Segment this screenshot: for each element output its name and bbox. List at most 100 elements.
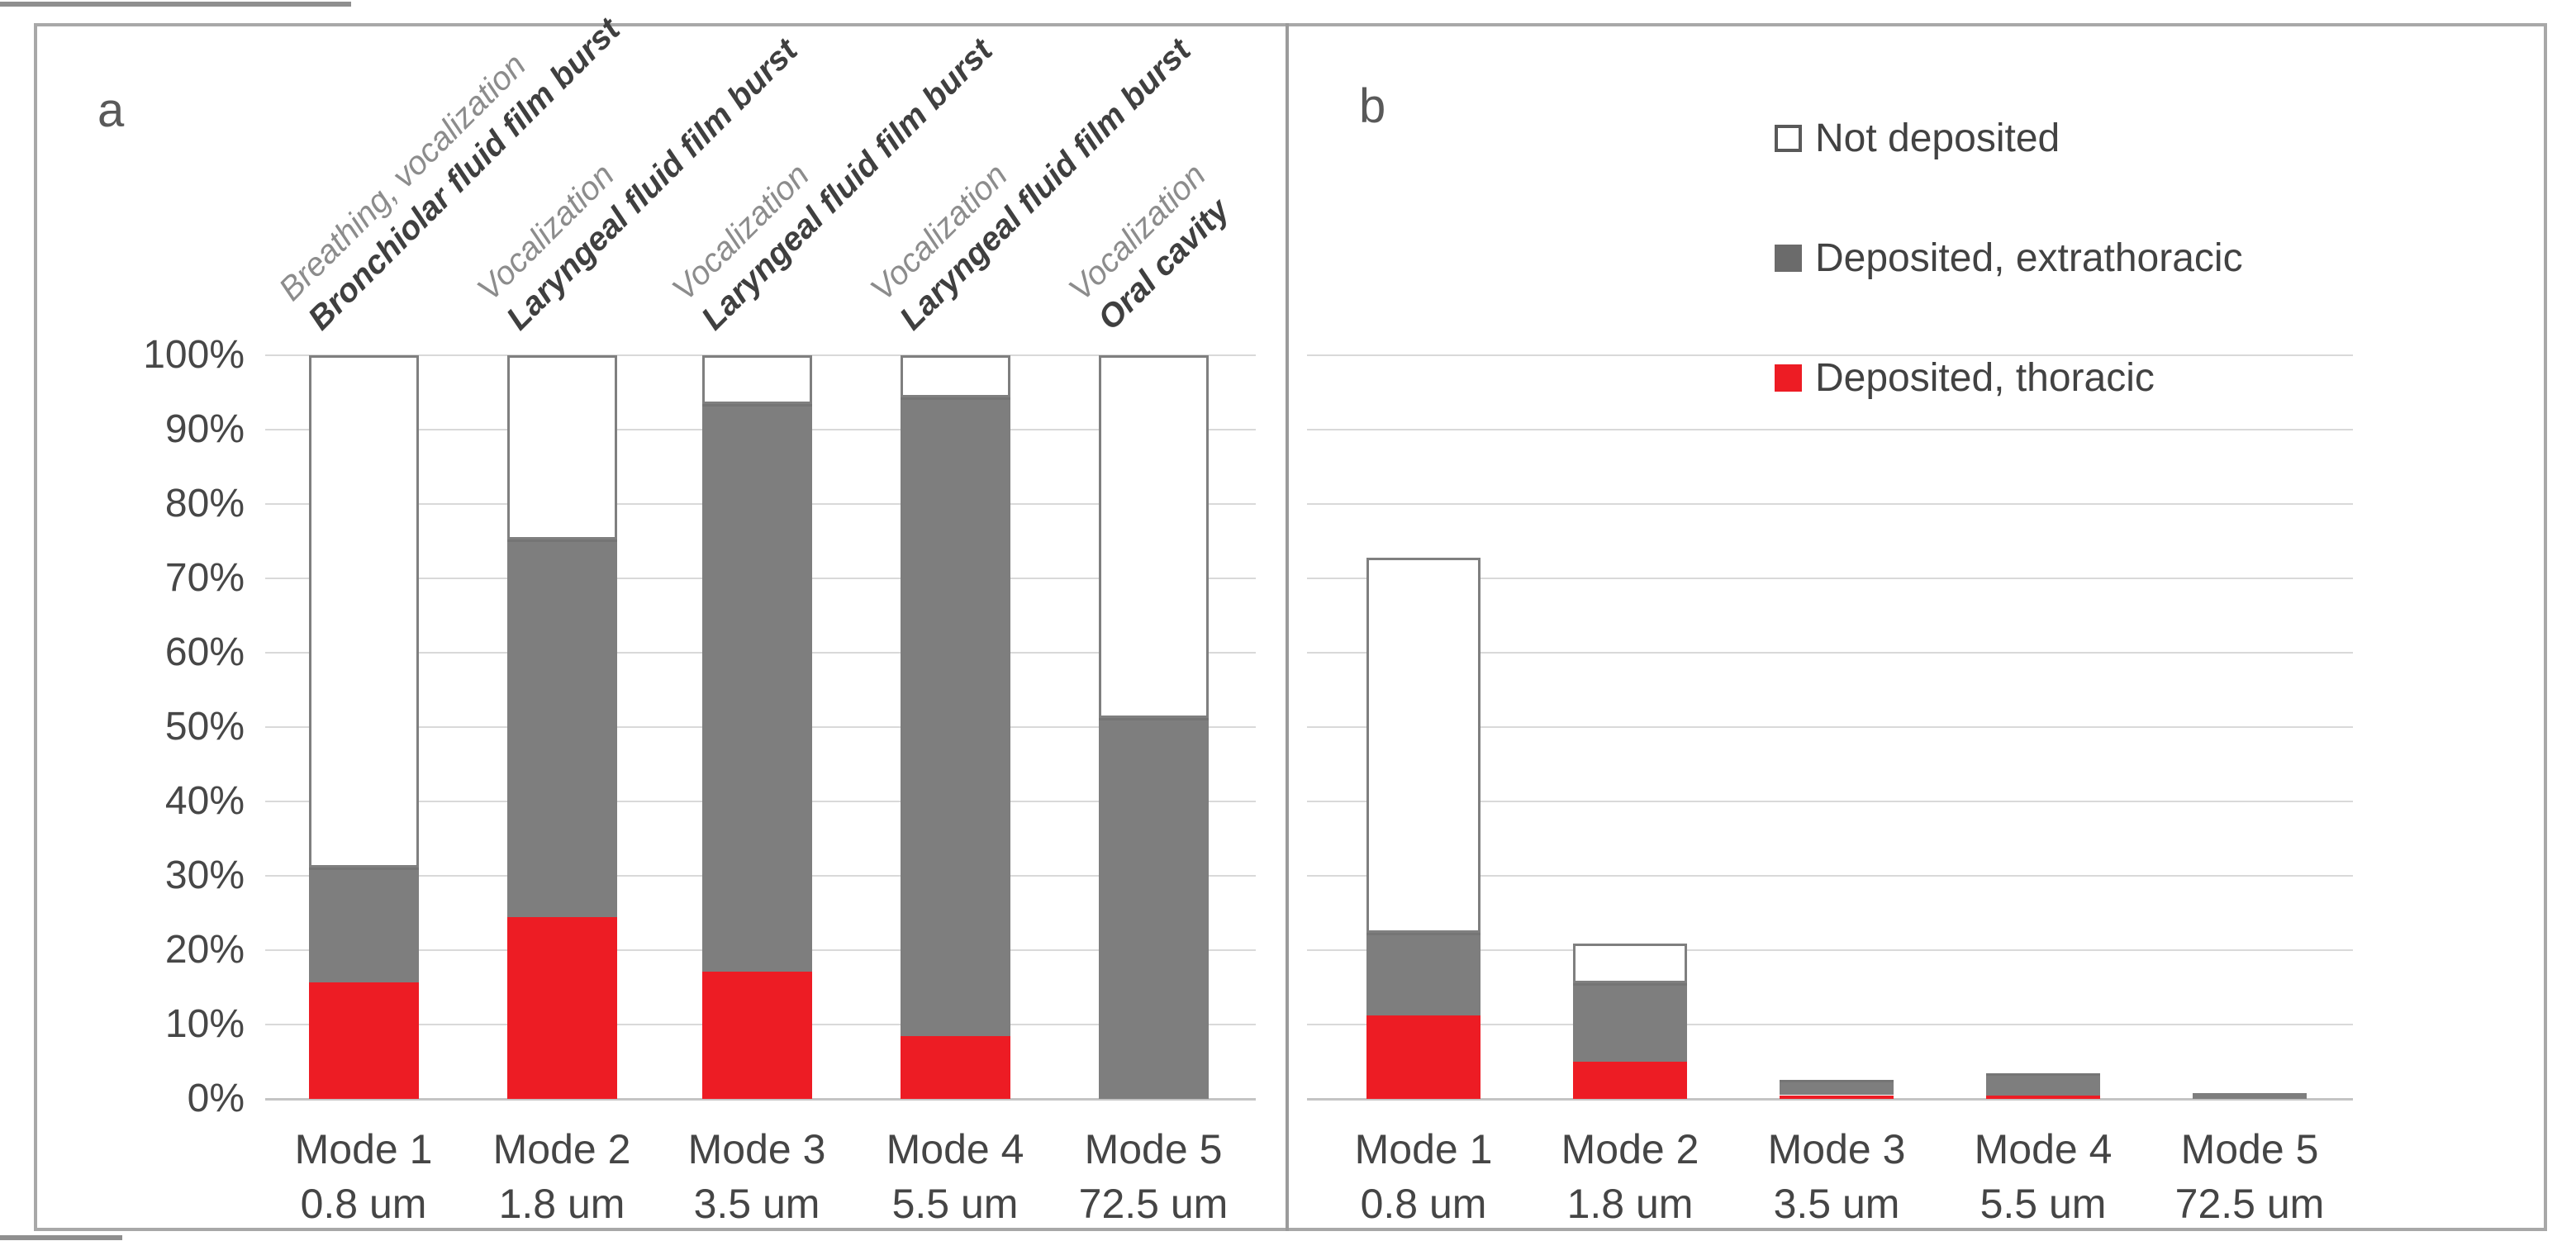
bar-segment-b-mode2-not-deposited	[1573, 943, 1687, 983]
gridline-100pct	[1307, 354, 2353, 356]
bar-segment-a-mode5-deposited-extrathoracic	[1098, 718, 1209, 1099]
category-label-mode: Mode 3	[687, 1126, 826, 1172]
bar-segment-top-edge	[506, 540, 617, 543]
category-label-a-1: Mode 1 0.8 um	[295, 1122, 433, 1231]
category-label-b-2: Mode 2 1.8 um	[1561, 1122, 1699, 1231]
bar-segment-a-mode4-not-deposited	[900, 355, 1010, 398]
legend-swatch-white-icon	[1775, 125, 1802, 152]
bar-segment-a-mode2-deposited-thoracic	[506, 917, 617, 1099]
bar-segment-b-mode1-deposited-thoracic	[1366, 1015, 1480, 1099]
bar-segment-a-mode2-not-deposited	[506, 355, 617, 540]
category-label-mode: Mode 2	[492, 1126, 631, 1172]
bar-segment-a-mode5-not-deposited	[1098, 355, 1209, 719]
bottom-edge-artifact	[0, 1235, 122, 1240]
bar-segment-b-mode3-deposited-thoracic	[1780, 1095, 1894, 1099]
category-label-a-3: Mode 3 3.5 um	[688, 1122, 826, 1231]
category-label-mode: Mode 4	[1974, 1126, 2113, 1172]
legend-label: Deposited, thoracic	[1815, 356, 2155, 400]
category-label-size: 72.5 um	[1078, 1181, 1229, 1227]
bar-segment-a-mode1-deposited-extrathoracic	[308, 868, 419, 982]
bar-segment-b-mode5-deposited-extrathoracic	[2193, 1092, 2307, 1099]
legend-item-white: Not deposited	[1775, 116, 2060, 161]
bar-segment-b-mode3-deposited-extrathoracic	[1780, 1079, 1894, 1096]
y-tick-label: 0%	[187, 1077, 245, 1120]
y-tick-label: 90%	[164, 407, 245, 451]
bar-segment-top-edge	[1366, 933, 1480, 936]
legend-item-red: Deposited, thoracic	[1775, 355, 2155, 401]
category-label-size: 0.8 um	[1360, 1181, 1487, 1227]
panel-divider	[1286, 23, 1289, 1231]
bar-segment-a-mode3-deposited-thoracic	[701, 972, 812, 1099]
y-tick-label: 20%	[164, 928, 245, 972]
panel-a-plot-area	[265, 354, 1256, 1101]
bar-segment-top-edge	[701, 404, 812, 407]
category-label-mode: Mode 1	[1354, 1126, 1493, 1172]
category-label-b-3: Mode 3 3.5 um	[1768, 1122, 1906, 1231]
category-label-size: 1.8 um	[1566, 1181, 1694, 1227]
bar-segment-b-mode2-deposited-thoracic	[1573, 1062, 1687, 1099]
bar-segment-a-mode3-not-deposited	[701, 355, 812, 405]
bar-segment-top-edge	[1098, 718, 1209, 721]
category-label-b-4: Mode 4 5.5 um	[1975, 1122, 2113, 1231]
y-tick-label: 60%	[164, 630, 245, 674]
panel-b-plot-area	[1307, 354, 2353, 1101]
bar-segment-b-mode1-deposited-extrathoracic	[1366, 933, 1480, 1016]
bar-segment-b-mode4-deposited-thoracic	[1986, 1096, 2100, 1099]
panel-a-label: a	[97, 83, 125, 137]
gridline-90pct	[1307, 429, 2353, 430]
y-tick-label: 10%	[164, 1002, 245, 1046]
gridline-60pct	[1307, 652, 2353, 654]
category-label-mode: Mode 3	[1767, 1126, 1906, 1172]
legend-item-gray: Deposited, extrathoracic	[1775, 235, 2243, 281]
category-label-mode: Mode 2	[1561, 1126, 1699, 1172]
bar-segment-b-mode4-deposited-extrathoracic	[1986, 1073, 2100, 1096]
category-label-mode: Mode 4	[886, 1126, 1024, 1172]
gridline-50pct	[1307, 726, 2353, 728]
category-label-a-4: Mode 4 5.5 um	[886, 1122, 1024, 1231]
figure-border	[34, 23, 2547, 1231]
gridline-30pct	[1307, 875, 2353, 877]
bar-segment-a-mode1-deposited-thoracic	[308, 982, 419, 1099]
panel-b-label: b	[1359, 79, 1386, 133]
category-label-b-5: Mode 5 72.5 um	[2175, 1122, 2325, 1231]
category-label-size: 3.5 um	[693, 1181, 820, 1227]
bar-segment-a-mode2-deposited-extrathoracic	[506, 540, 617, 918]
y-tick-label: 70%	[164, 556, 245, 600]
bar-segment-top-edge	[1780, 1079, 1894, 1082]
bar-segment-top-edge	[900, 397, 1010, 401]
category-label-size: 0.8 um	[300, 1181, 427, 1227]
y-tick-label: 40%	[164, 779, 245, 823]
bar-segment-top-edge	[1986, 1073, 2100, 1077]
legend-swatch-red-icon	[1775, 364, 1802, 392]
bar-segment-a-mode4-deposited-extrathoracic	[900, 397, 1010, 1037]
legend-label: Deposited, extrathoracic	[1815, 236, 2243, 280]
bar-segment-top-edge	[308, 868, 419, 871]
category-label-size: 3.5 um	[1773, 1181, 1900, 1227]
y-tick-label: 100%	[143, 333, 245, 377]
y-tick-label: 30%	[164, 853, 245, 897]
category-label-b-1: Mode 1 0.8 um	[1355, 1122, 1493, 1231]
y-tick-label: 80%	[164, 482, 245, 525]
legend-swatch-gray-icon	[1775, 245, 1802, 272]
bar-segment-a-mode1-not-deposited	[308, 355, 419, 868]
gridline-40pct	[1307, 801, 2353, 802]
category-label-a-5: Mode 5 72.5 um	[1079, 1122, 1229, 1231]
gridline-0pct	[265, 1098, 1256, 1101]
category-label-mode: Mode 5	[1084, 1126, 1223, 1172]
bar-segment-b-mode1-not-deposited	[1366, 557, 1480, 934]
y-tick-label: 50%	[164, 705, 245, 749]
gridline-10pct	[1307, 1024, 2353, 1025]
legend-label: Not deposited	[1815, 116, 2060, 160]
category-label-size: 5.5 um	[891, 1181, 1019, 1227]
gridline-20pct	[1307, 949, 2353, 951]
top-edge-artifact	[0, 2, 351, 7]
category-label-size: 1.8 um	[498, 1181, 625, 1227]
bar-segment-a-mode4-deposited-thoracic	[900, 1036, 1010, 1099]
gridline-80pct	[1307, 503, 2353, 505]
category-label-mode: Mode 5	[2180, 1126, 2319, 1172]
bar-segment-b-mode2-deposited-extrathoracic	[1573, 982, 1687, 1062]
category-label-a-2: Mode 2 1.8 um	[493, 1122, 631, 1231]
bar-segment-a-mode3-deposited-extrathoracic	[701, 404, 812, 972]
category-label-size: 72.5 um	[2174, 1181, 2325, 1227]
